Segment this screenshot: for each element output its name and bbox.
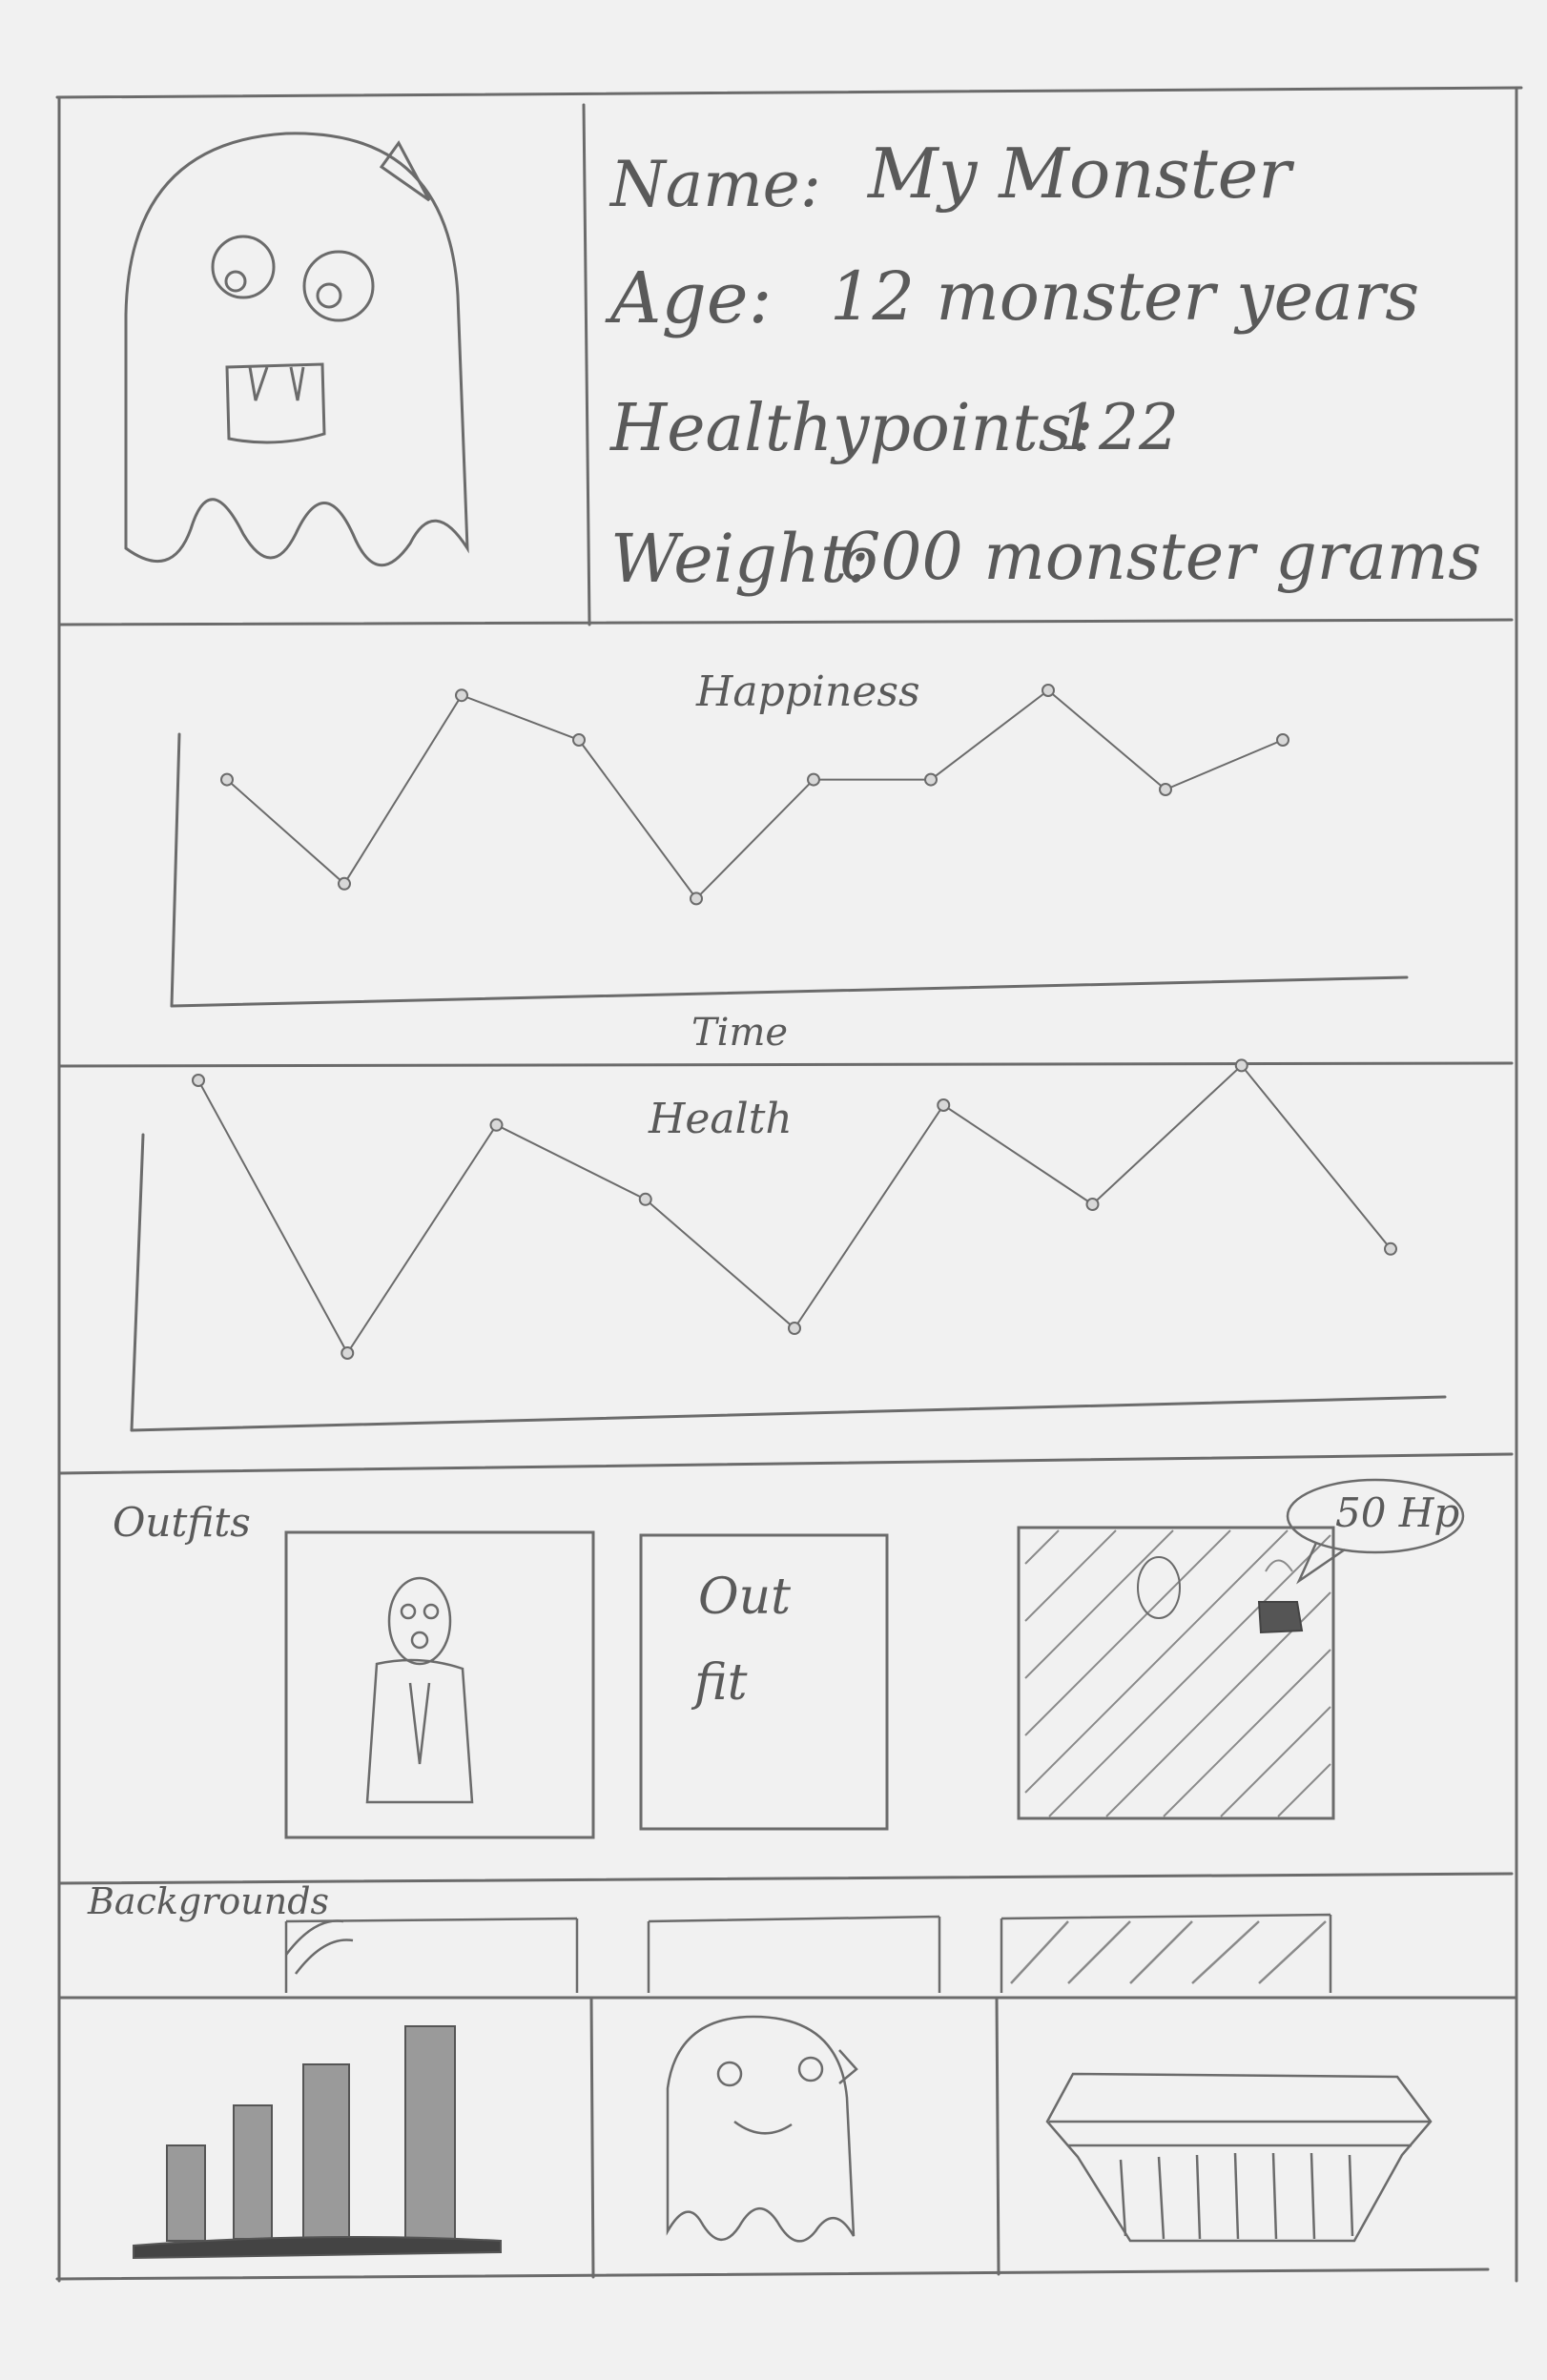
happiness-point-8 bbox=[1159, 783, 1172, 796]
price-badge-bubble bbox=[1286, 1478, 1465, 1585]
health-point-2 bbox=[489, 1118, 504, 1132]
background-tab-2[interactable] bbox=[647, 1915, 941, 1993]
name-label: Name: bbox=[610, 148, 821, 221]
monster-background-icon[interactable] bbox=[666, 2015, 858, 2243]
happiness-point-2 bbox=[455, 688, 468, 703]
happiness-point-3 bbox=[572, 733, 586, 747]
outfits-section-label: Outfits bbox=[113, 1499, 251, 1546]
outfit-price-badge-text: 50 Hp bbox=[1335, 1489, 1460, 1536]
monster-avatar-icon bbox=[124, 132, 469, 567]
outfit-card-locked[interactable] bbox=[1017, 1526, 1335, 1820]
happiness-point-7 bbox=[1042, 684, 1055, 697]
happiness-point-5 bbox=[807, 772, 820, 787]
happiness-point-9 bbox=[1276, 733, 1289, 747]
age-label: Age: bbox=[610, 257, 773, 339]
outfit-placeholder-line2: fit bbox=[694, 1654, 748, 1712]
outfit-card-placeholder[interactable] bbox=[639, 1533, 889, 1831]
healthypoints-value: 122 bbox=[1059, 391, 1179, 464]
happiness-point-6 bbox=[924, 772, 938, 787]
name-value: My Monster bbox=[868, 133, 1291, 214]
happiness-point-1 bbox=[338, 876, 351, 891]
outfit-card-suit[interactable] bbox=[284, 1530, 595, 1839]
locked-outfit-hatch bbox=[1024, 1529, 1331, 1817]
outfit-placeholder-line1: Out bbox=[698, 1569, 792, 1626]
health-chart-title: Health bbox=[649, 1095, 793, 1143]
health-point-5 bbox=[937, 1098, 951, 1112]
health-point-0 bbox=[192, 1074, 205, 1087]
background-tab-3[interactable] bbox=[1000, 1913, 1332, 1993]
health-point-7 bbox=[1234, 1058, 1248, 1073]
weight-value: 600 monster grams bbox=[839, 520, 1482, 595]
health-point-6 bbox=[1085, 1198, 1100, 1211]
age-value: 12 monster years bbox=[830, 257, 1420, 336]
health-point-1 bbox=[340, 1346, 355, 1360]
happiness-chart-xlabel: Time bbox=[691, 1011, 789, 1055]
healthypoints-label: Healthypoints: bbox=[610, 391, 1094, 466]
city-skyline-icon[interactable] bbox=[133, 2025, 502, 2260]
backgrounds-section-label: Backgrounds bbox=[88, 1880, 330, 1922]
happiness-point-0 bbox=[220, 772, 234, 787]
suit-outfit-icon bbox=[365, 1576, 474, 1804]
health-point-8 bbox=[1384, 1241, 1397, 1256]
background-tab-1[interactable] bbox=[284, 1917, 579, 1993]
health-point-4 bbox=[788, 1322, 801, 1335]
weight-label: Weight: bbox=[610, 520, 870, 598]
health-point-3 bbox=[638, 1192, 652, 1206]
happiness-point-4 bbox=[690, 892, 703, 906]
basket-icon[interactable] bbox=[1045, 2072, 1433, 2243]
happiness-chart-title: Happiness bbox=[696, 667, 920, 716]
